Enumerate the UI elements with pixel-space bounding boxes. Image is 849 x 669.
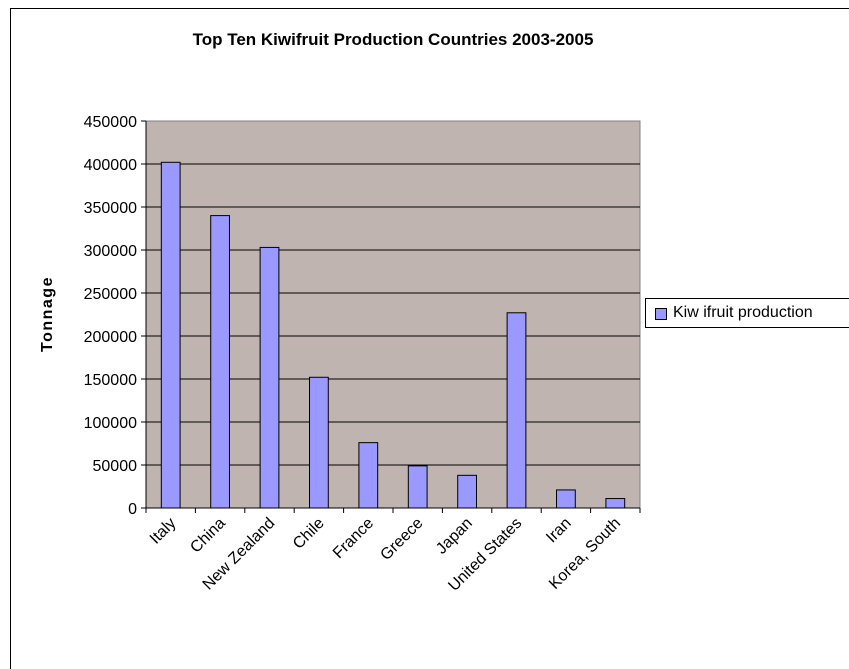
y-axis-title: Tonnage	[39, 276, 56, 352]
y-tick-label: 0	[128, 501, 137, 518]
y-tick-label: 100000	[84, 415, 137, 432]
x-tick-label: Greece	[377, 515, 426, 564]
legend-label: Kiw ifruit production	[673, 304, 813, 321]
bar-italy	[160, 161, 181, 509]
bar-greece	[407, 465, 428, 509]
y-tick-label: 300000	[84, 243, 137, 260]
x-tick-label: Chile	[290, 515, 328, 553]
legend-swatch	[655, 308, 667, 320]
y-tick-label: 50000	[93, 458, 138, 475]
x-tick-label: Italy	[147, 515, 180, 548]
y-tick-label: 200000	[84, 329, 137, 346]
x-tick-label: France	[330, 515, 377, 562]
bar-china	[210, 215, 230, 509]
legend: Kiw ifruit production	[645, 298, 849, 328]
bar-iran	[556, 489, 576, 509]
y-tick-label: 450000	[84, 114, 137, 131]
x-tick-label: China	[187, 515, 229, 557]
x-tick-label: Iran	[543, 515, 575, 547]
y-tick-label: 400000	[84, 157, 137, 174]
bar-france	[358, 442, 379, 509]
bar-new-zealand	[259, 246, 280, 509]
y-tick-label: 250000	[84, 286, 137, 303]
bar-japan	[457, 474, 477, 509]
bar-united-states	[506, 312, 527, 509]
chart-frame	[10, 8, 849, 669]
bar-chile	[309, 376, 329, 509]
y-tick-label: 150000	[84, 372, 137, 389]
y-tick-label: 350000	[84, 200, 137, 217]
bar-korea-south	[605, 498, 626, 509]
chart-title: Top Ten Kiwifruit Production Countries 2…	[192, 30, 594, 49]
x-tick-label: Japan	[433, 515, 476, 558]
